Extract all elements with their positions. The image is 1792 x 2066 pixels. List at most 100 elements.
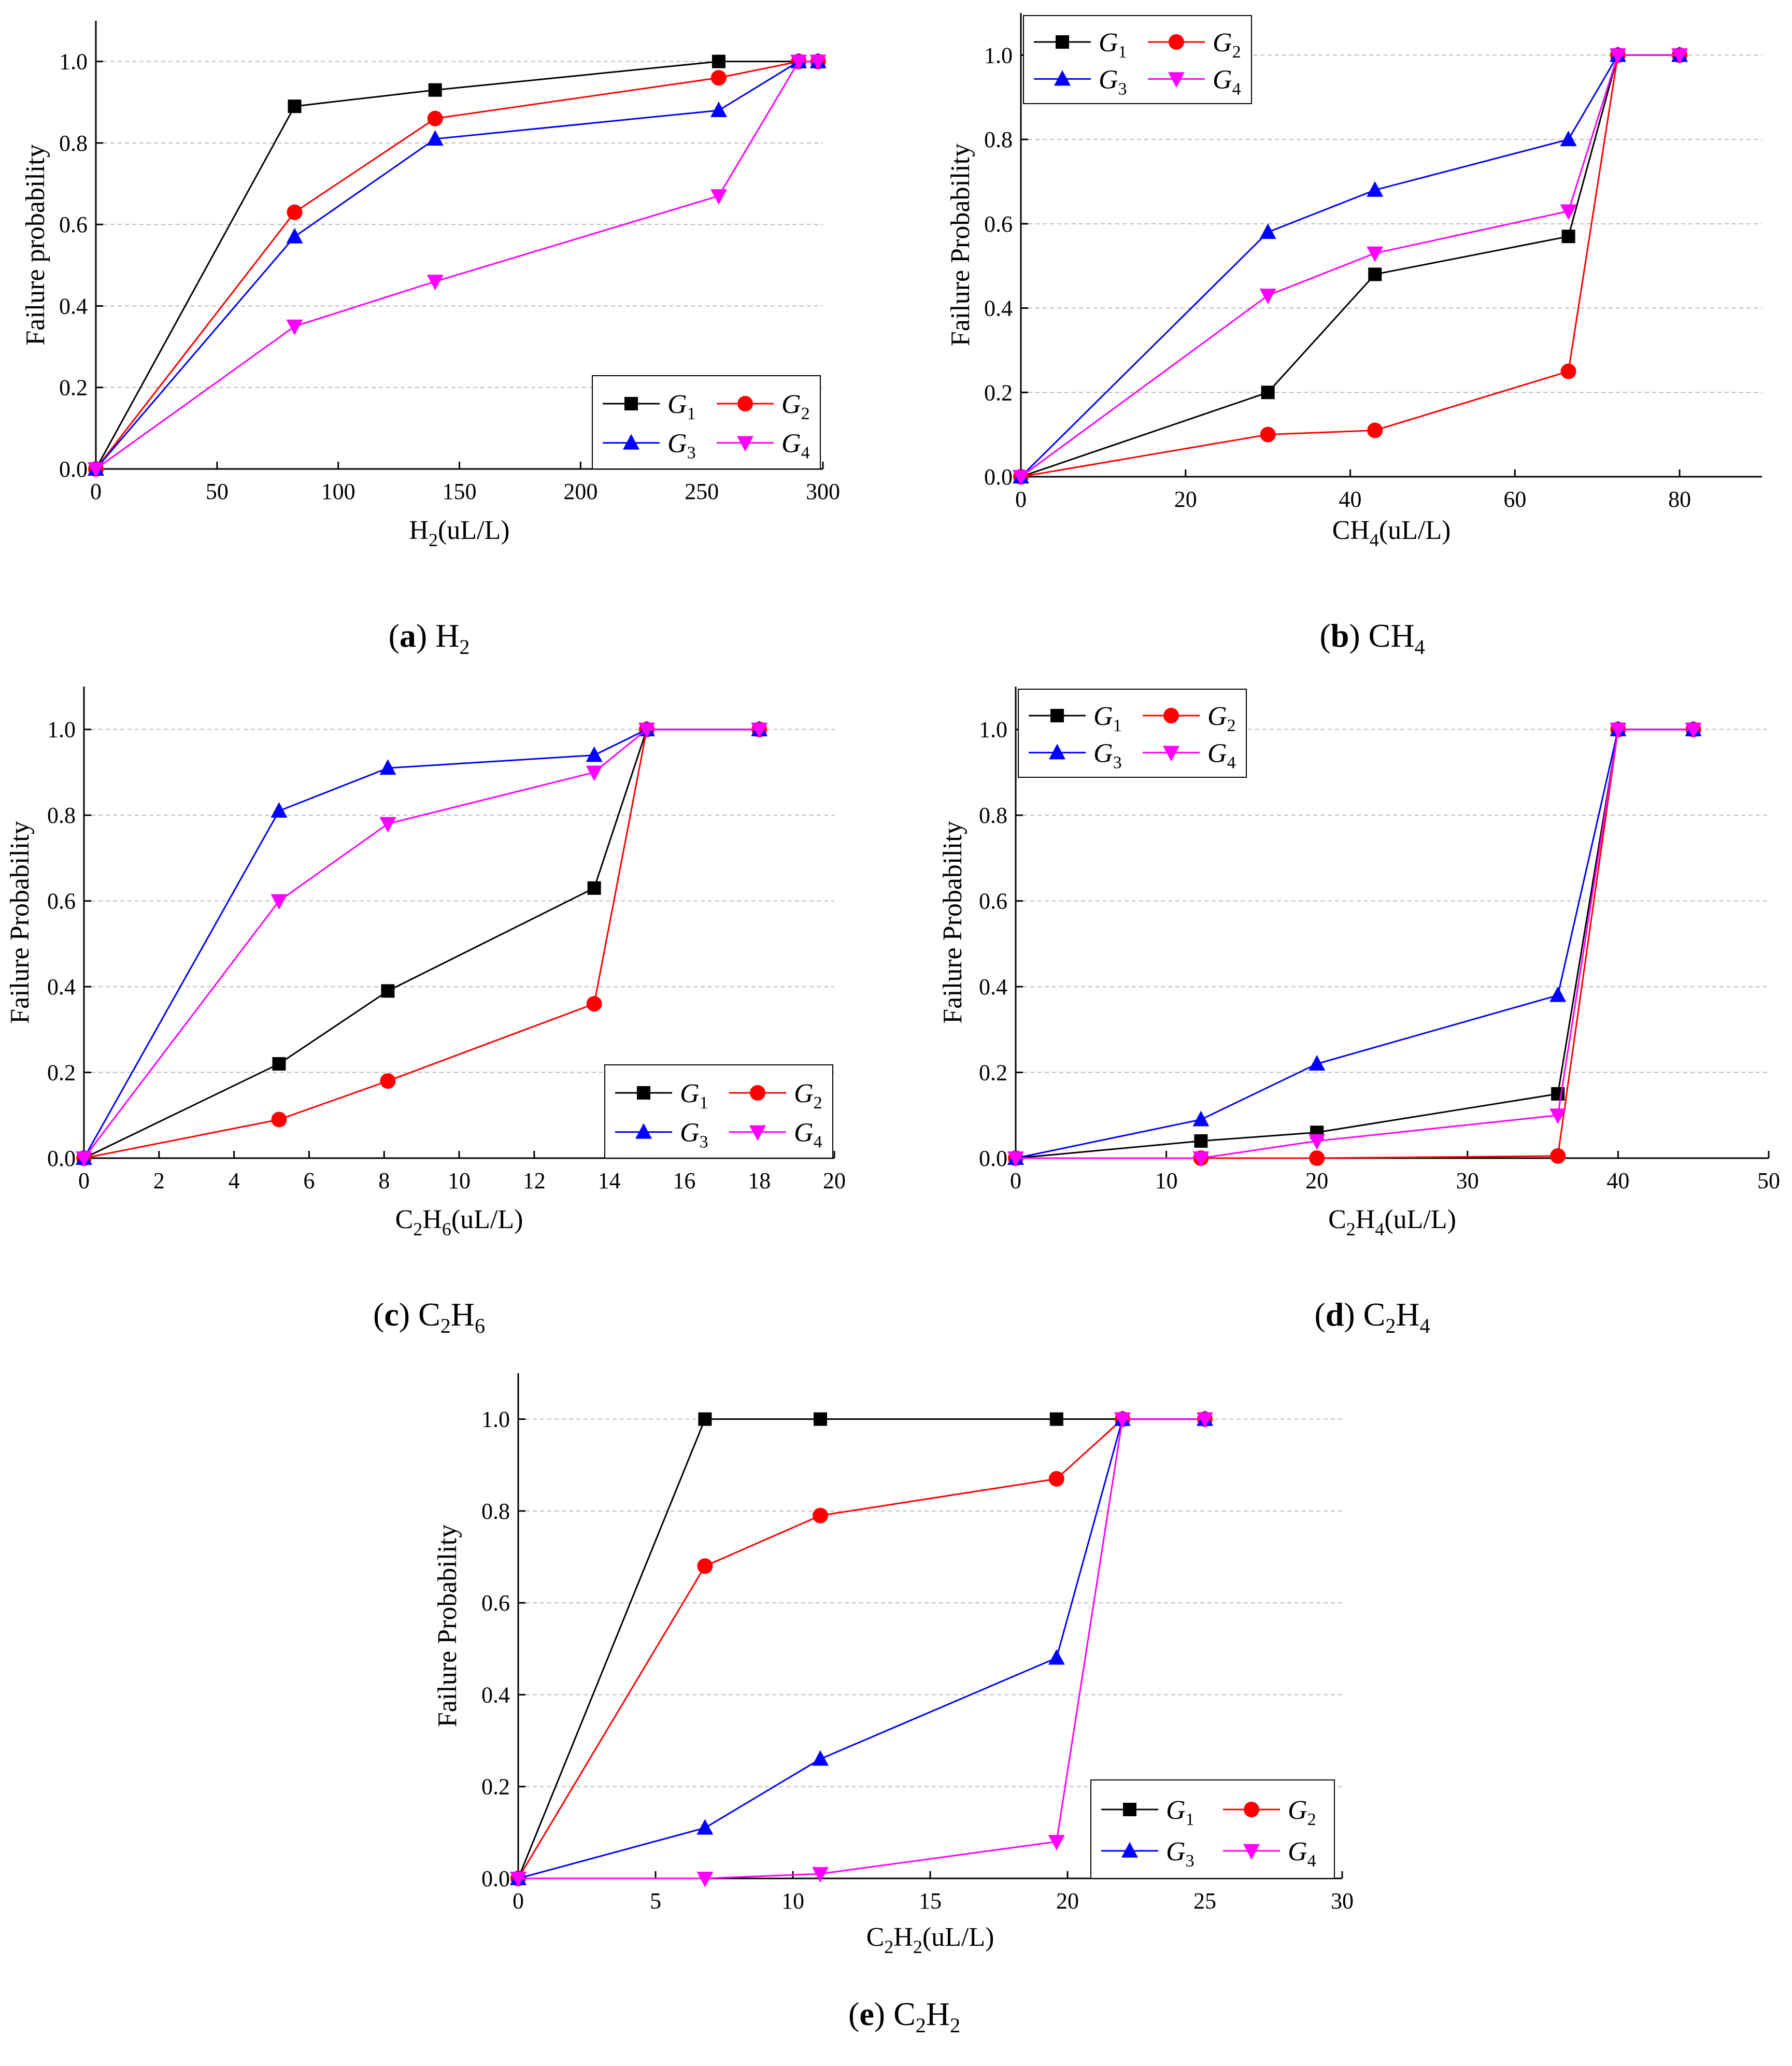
legend-box-c — [604, 1064, 833, 1159]
y-axis-label-c: Failure Probability — [5, 821, 35, 1023]
legend-marker-a-g2 — [737, 396, 753, 411]
data-point-d-g2-3 — [1550, 1148, 1566, 1164]
x-tick-label-a-1: 50 — [206, 479, 229, 504]
legend-label-c-g3: G3 — [680, 1118, 708, 1152]
data-point-e-g4-4 — [1114, 1412, 1131, 1428]
y-tick-label-a-3: 0.6 — [59, 212, 88, 237]
chart-c-plot: 0.0 0.2 0.4 0.6 0.8 1.0 0 2 4 6 8 10 12 14 16 18 20 Failu… — [5, 687, 846, 1239]
data-point-d-g3-2 — [1309, 1055, 1326, 1071]
data-point-a-g1-3 — [712, 54, 726, 68]
data-point-e-g2-3 — [1048, 1471, 1064, 1487]
y-tick-label-c-3: 0.6 — [47, 889, 76, 914]
data-point-d-g3-3 — [1549, 986, 1567, 1002]
legend-e: G1 G2 G3 G4 — [1090, 1779, 1335, 1879]
x-tick-label-d-4: 40 — [1606, 1168, 1629, 1193]
data-point-c-g1-3 — [587, 881, 601, 895]
data-point-b-g2-2 — [1367, 422, 1383, 438]
y-tick-label-d-4: 0.8 — [979, 803, 1007, 828]
data-point-b-g1-2 — [1368, 267, 1382, 281]
y-tick-label-e-3: 0.6 — [481, 1590, 510, 1616]
data-point-e-g3-2 — [812, 1750, 829, 1766]
x-tick-label-e-5: 25 — [1193, 1888, 1216, 1914]
data-point-e-g4-5 — [1197, 1412, 1213, 1428]
chart-d-plot: 0.0 0.2 0.4 0.6 0.8 1.0 0 10 20 30 40 50 Failure Pro… — [938, 687, 1780, 1239]
y-tick-label-c-1: 0.2 — [47, 1060, 76, 1086]
legend-label-a-g1: G1 — [667, 390, 696, 423]
x-tick-label-d-3: 30 — [1456, 1168, 1479, 1193]
y-tick-label-a-4: 0.8 — [59, 131, 88, 156]
y-tick-label-c-0: 0.0 — [47, 1146, 76, 1171]
y-tick-label-d-3: 0.6 — [979, 889, 1007, 914]
y-axis-label-d: Failure Probability — [938, 821, 968, 1023]
legend-label-a-g2: G2 — [781, 390, 810, 423]
legend-label-c-g2: G2 — [794, 1079, 822, 1113]
data-point-e-g3-3 — [1048, 1649, 1065, 1665]
data-point-e-g2-1 — [697, 1558, 713, 1574]
x-tick-label-b-0: 0 — [1015, 487, 1027, 512]
data-point-a-g3-3 — [710, 102, 727, 117]
data-point-d-g3-1 — [1192, 1110, 1210, 1127]
x-axis-label-b: CH4(uL/L) — [1332, 516, 1451, 550]
x-tick-label-d-5: 50 — [1757, 1168, 1780, 1193]
y-tick-label-b-5: 1.0 — [984, 42, 1013, 68]
legend-label-b-g4: G4 — [1213, 65, 1241, 98]
data-point-c-g4-1 — [271, 894, 288, 910]
legend-c: G1 G2 G3 G4 — [604, 1064, 833, 1159]
chart-a-plot: 0.0 0.2 0.4 0.6 0.8 1.0 0 50 100 150 200 250 300 Fail… — [21, 21, 840, 550]
y-axis-label-e: Failure Probability — [433, 1524, 462, 1727]
data-point-c-g1-2 — [381, 984, 395, 998]
y-tick-label-c-4: 0.8 — [47, 803, 76, 828]
legend-marker-b-g2 — [1169, 34, 1184, 50]
series-line-e-g4 — [518, 1418, 1205, 1879]
legend-a: G1 G2 G3 G4 — [592, 375, 821, 469]
data-point-d-g4-1 — [1192, 1151, 1210, 1167]
x-tick-label-b-4: 80 — [1668, 487, 1691, 512]
x-axis-label-a: H2(uL/L) — [409, 516, 509, 550]
data-point-c-g3-3 — [586, 746, 603, 762]
data-point-d-g4-2 — [1309, 1134, 1326, 1150]
data-point-b-g3-1 — [1259, 223, 1276, 239]
x-tick-label-d-1: 10 — [1155, 1168, 1178, 1193]
data-point-c-g1-1 — [272, 1057, 286, 1071]
data-point-e-g4-0 — [510, 1872, 527, 1887]
x-axis-label-c: C2H6(uL/L) — [395, 1205, 523, 1239]
legend-label-a-g3: G3 — [667, 429, 696, 463]
legend-label-d-g1: G1 — [1093, 702, 1122, 735]
legend-label-b-g3: G3 — [1099, 65, 1127, 98]
data-point-d-g4-0 — [1007, 1151, 1024, 1167]
data-point-c-g3-2 — [379, 759, 396, 775]
data-point-e-g1-2 — [814, 1412, 827, 1426]
legend-marker-e-g2 — [1244, 1802, 1259, 1817]
data-point-b-g1-3 — [1561, 230, 1575, 244]
y-tick-label-e-4: 0.8 — [481, 1499, 510, 1524]
legend-label-e-g3: G3 — [1166, 1837, 1194, 1871]
series-line-c-g4 — [83, 729, 760, 1159]
x-tick-label-a-0: 0 — [90, 479, 102, 504]
data-point-e-g2-2 — [813, 1507, 828, 1523]
legend-box-b — [1023, 15, 1252, 104]
y-tick-label-b-3: 0.6 — [984, 211, 1013, 237]
x-tick-label-c-1: 2 — [153, 1168, 165, 1193]
data-point-b-g4-5 — [1671, 48, 1688, 64]
data-point-d-g4-3 — [1549, 1108, 1567, 1124]
legend-marker-d-g4 — [1163, 746, 1179, 762]
data-point-c-g4-4 — [638, 722, 655, 738]
caption-c: (c) C2H6 — [373, 1296, 485, 1337]
legend-marker-d-g2 — [1163, 708, 1179, 723]
y-tick-label-e-0: 0.0 — [481, 1866, 510, 1891]
y-tick-label-a-0: 0.0 — [59, 457, 88, 482]
x-tick-label-d-2: 20 — [1305, 1168, 1328, 1193]
data-point-b-g4-2 — [1367, 246, 1384, 262]
data-point-a-g4-0 — [88, 462, 104, 478]
legend-d: G1 G2 G3 G4 — [1018, 689, 1247, 778]
legend-marker-b-g4 — [1168, 72, 1185, 88]
y-tick-label-e-5: 1.0 — [481, 1407, 510, 1432]
data-point-c-g4-0 — [76, 1151, 92, 1167]
data-point-c-g2-3 — [586, 996, 602, 1012]
legend-label-a-g4: G4 — [781, 429, 810, 463]
data-point-b-g3-2 — [1367, 181, 1384, 197]
y-tick-label-a-1: 0.2 — [59, 375, 88, 401]
x-tick-label-e-6: 30 — [1331, 1888, 1354, 1914]
legend-label-d-g2: G2 — [1207, 702, 1236, 735]
legend-marker-d-g1 — [1050, 709, 1064, 722]
